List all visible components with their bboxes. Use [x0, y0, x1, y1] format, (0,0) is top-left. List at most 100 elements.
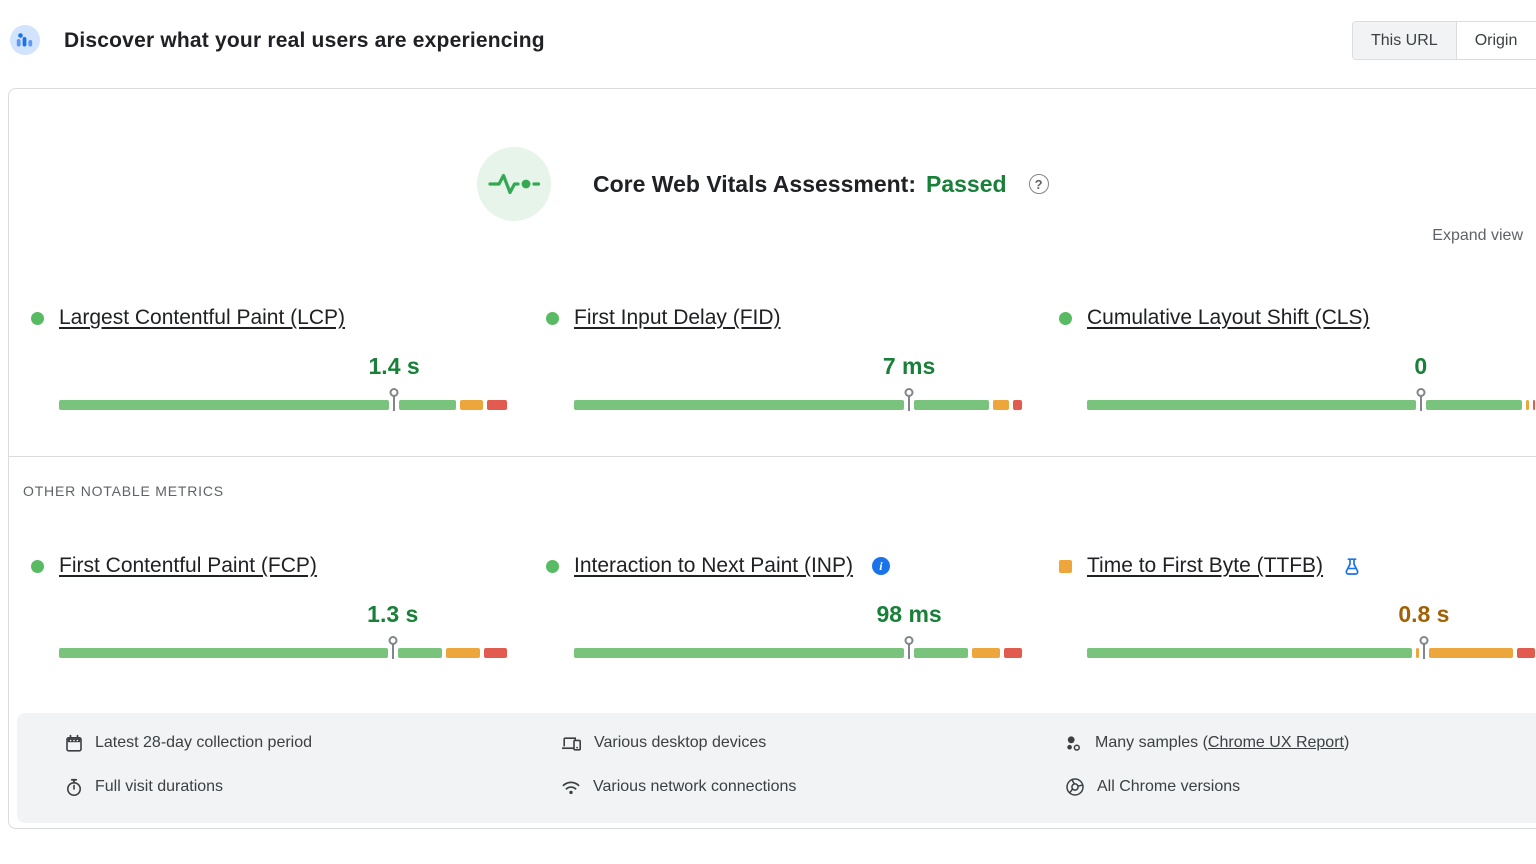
- calendar-icon: [65, 734, 83, 753]
- cls-rating-indicator: [1059, 311, 1072, 325]
- lcp-distribution-segment: [399, 400, 456, 410]
- cls-bar-area: 0: [1087, 304, 1535, 411]
- ttfb-link[interactable]: Time to First Byte (TTFB): [1087, 554, 1324, 577]
- ttfb-value: 0.8 s: [1398, 601, 1450, 627]
- fcp-rating-indicator: [31, 559, 44, 573]
- ttfb-experimental-flask-icon[interactable]: [1344, 557, 1360, 576]
- pulse-icon: [477, 147, 551, 221]
- network-icon: [561, 779, 581, 796]
- help-icon[interactable]: ?: [1028, 174, 1049, 194]
- lcp-bar-area: 1.4 s: [59, 304, 507, 411]
- cwv-assessment-header: Core Web Vitals Assessment: Passed ?: [477, 147, 1049, 221]
- metric-fcp: First Contentful Paint (FCP) 1.3 s: [31, 552, 507, 659]
- lcp-p75-marker: [393, 396, 396, 411]
- expand-view-button[interactable]: Expand view: [1432, 227, 1523, 244]
- inp-distribution-segment: [914, 648, 969, 658]
- inp-value: 98 ms: [876, 601, 942, 627]
- inp-distribution-bar: [574, 644, 1022, 659]
- samples-text-prefix: Many samples (: [1095, 734, 1208, 751]
- fcp-link[interactable]: First Contentful Paint (FCP): [59, 554, 317, 577]
- other-metrics-heading: OTHER NOTABLE METRICS: [23, 483, 224, 499]
- cwv-assessment-label: Core Web Vitals Assessment:: [593, 170, 916, 197]
- samples-icon: [1065, 734, 1083, 753]
- fid-distribution-segment: [914, 400, 989, 410]
- lcp-distribution-segment: [459, 400, 483, 410]
- cls-distribution-bar: [1087, 396, 1535, 411]
- metric-lcp: Largest Contentful Paint (LCP) 1.4 s: [31, 304, 507, 411]
- field-data-users-icon: [10, 25, 40, 55]
- fid-link[interactable]: First Input Delay (FID): [574, 306, 781, 329]
- fid-distribution-segment: [992, 400, 1009, 410]
- devices-icon: [561, 734, 582, 752]
- fcp-value: 1.3 s: [367, 601, 419, 627]
- toggle-this-url[interactable]: This URL: [1353, 22, 1456, 59]
- ttfb-distribution-segment: [1087, 648, 1413, 658]
- chrome-ux-report-link[interactable]: Chrome UX Report: [1207, 734, 1344, 751]
- inp-bar-area: 98 ms: [574, 552, 1022, 659]
- cls-p75-marker: [1419, 396, 1422, 411]
- fid-rating-indicator: [546, 311, 559, 325]
- inp-rating-indicator: [546, 559, 559, 573]
- ttfb-rating-indicator: [1059, 559, 1072, 573]
- field-data-card: Core Web Vitals Assessment: Passed ? Exp…: [8, 88, 1536, 829]
- lcp-distribution-bar: [59, 396, 507, 411]
- fid-distribution-segment: [1012, 400, 1022, 410]
- inp-distribution-segment: [972, 648, 1000, 658]
- fid-p75-marker: [908, 396, 911, 411]
- samples-text: Many samples (Chrome UX Report): [1095, 734, 1349, 752]
- fcp-distribution-segment: [59, 648, 388, 658]
- ttfb-p75-marker: [1422, 644, 1425, 659]
- fid-distribution-segment: [574, 400, 904, 410]
- metric-cls: Cumulative Layout Shift (CLS) 0: [1059, 304, 1535, 411]
- fcp-distribution-segment: [484, 648, 507, 658]
- cwv-assessment-title: Core Web Vitals Assessment: Passed ?: [593, 171, 1049, 198]
- cls-distribution-segment: [1425, 400, 1522, 410]
- fid-distribution-bar: [574, 396, 1022, 411]
- inp-info-icon[interactable]: i: [871, 557, 890, 575]
- network-connections-text: Various network connections: [593, 778, 797, 795]
- fcp-p75-marker: [391, 644, 394, 659]
- cls-value: 0: [1414, 353, 1428, 379]
- fcp-distribution-bar: [59, 644, 507, 659]
- visit-durations-text: Full visit durations: [95, 778, 224, 795]
- samples-text-suffix: ): [1343, 734, 1350, 751]
- toggle-origin[interactable]: Origin: [1455, 22, 1536, 59]
- visit-durations-item: Full visit durations: [65, 774, 223, 800]
- cls-distribution-segment: [1525, 400, 1529, 410]
- metric-fid: First Input Delay (FID) 7 ms: [546, 304, 1022, 411]
- desktop-devices-text: Various desktop devices: [594, 734, 767, 751]
- scope-toggle: This URL Origin: [1352, 21, 1536, 60]
- collection-period-text: Latest 28-day collection period: [95, 734, 313, 751]
- lcp-link[interactable]: Largest Contentful Paint (LCP): [59, 306, 345, 329]
- cwv-assessment-status: Passed: [925, 170, 1007, 197]
- ttfb-distribution-segment: [1516, 648, 1535, 658]
- ttfb-bar-area: 0.8 s: [1087, 552, 1535, 659]
- desktop-devices-item: Various desktop devices: [561, 730, 766, 756]
- fcp-distribution-segment: [446, 648, 481, 658]
- fid-value: 7 ms: [882, 353, 936, 379]
- metric-ttfb: Time to First Byte (TTFB) 0.8 s: [1059, 552, 1535, 659]
- fcp-bar-area: 1.3 s: [59, 552, 507, 659]
- ttfb-distribution-segment: [1416, 648, 1419, 658]
- lcp-value: 1.4 s: [368, 353, 420, 379]
- inp-p75-marker: [908, 644, 911, 659]
- collection-period-item: Latest 28-day collection period: [65, 730, 312, 756]
- fid-bar-area: 7 ms: [574, 304, 1022, 411]
- inp-link[interactable]: Interaction to Next Paint (INP): [574, 554, 853, 577]
- cls-link[interactable]: Cumulative Layout Shift (CLS): [1087, 306, 1370, 329]
- cls-distribution-segment: [1532, 400, 1535, 410]
- chrome-icon: [1065, 777, 1085, 797]
- samples-item: Many samples (Chrome UX Report): [1065, 730, 1349, 756]
- stopwatch-icon: [65, 778, 83, 797]
- chrome-versions-item: All Chrome versions: [1065, 774, 1240, 800]
- inp-distribution-segment: [1003, 648, 1022, 658]
- lcp-distribution-segment: [486, 400, 507, 410]
- cls-distribution-segment: [1087, 400, 1416, 410]
- lcp-distribution-segment: [59, 400, 389, 410]
- section-divider: [9, 456, 1536, 457]
- fcp-distribution-segment: [397, 648, 443, 658]
- inp-distribution-segment: [574, 648, 904, 658]
- data-collection-info-box: Latest 28-day collection period Full visi…: [17, 713, 1536, 823]
- page-title: Discover what your real users are experi…: [64, 29, 545, 52]
- lcp-rating-indicator: [31, 311, 44, 325]
